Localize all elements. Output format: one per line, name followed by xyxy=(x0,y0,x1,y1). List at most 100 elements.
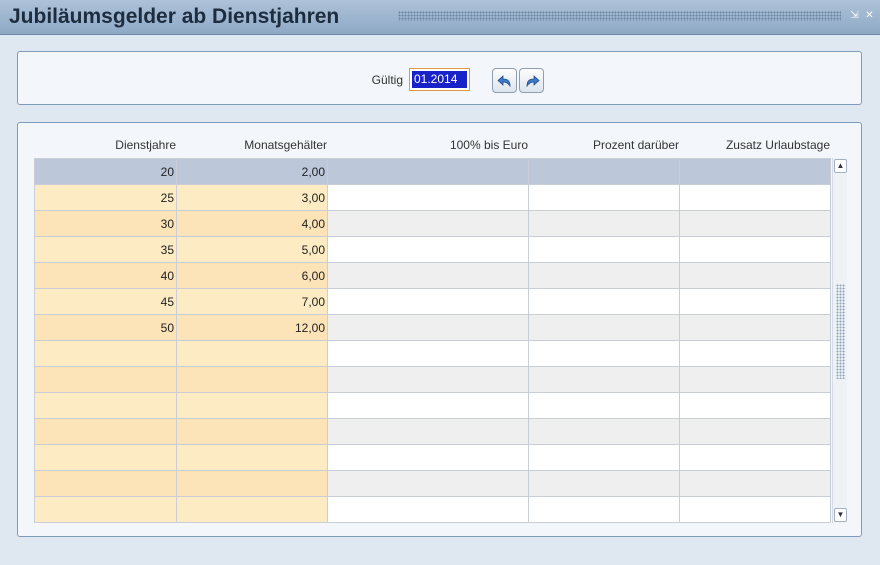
table-row[interactable]: 35 5,00 xyxy=(34,236,831,263)
column-header-monatsgehaelter[interactable]: Monatsgehälter xyxy=(244,138,327,152)
table-cell[interactable] xyxy=(528,340,680,367)
column-header-dienstjahre[interactable]: Dienstjahre xyxy=(115,138,176,152)
table-cell[interactable] xyxy=(327,470,529,497)
table-row[interactable]: 45 7,00 xyxy=(34,288,831,315)
table-row[interactable]: 20 2,00 xyxy=(34,158,831,185)
table-cell[interactable] xyxy=(176,392,328,419)
table-cell[interactable] xyxy=(34,340,177,367)
table-cell[interactable]: 2,00 xyxy=(176,158,328,185)
scroll-down-icon[interactable]: ▼ xyxy=(834,508,847,522)
column-header-100-bis-euro[interactable]: 100% bis Euro xyxy=(449,138,528,152)
table-cell[interactable] xyxy=(679,444,831,471)
table-cell[interactable] xyxy=(679,314,831,341)
table-cell[interactable] xyxy=(528,392,680,419)
table-row[interactable]: 30 4,00 xyxy=(34,210,831,237)
table-cell[interactable]: 4,00 xyxy=(176,210,328,237)
table-cell[interactable] xyxy=(327,288,529,315)
table-cell[interactable] xyxy=(679,392,831,419)
table-cell[interactable] xyxy=(327,366,529,393)
table-cell[interactable]: 50 xyxy=(34,314,177,341)
scrollbar-thumb[interactable] xyxy=(836,284,845,379)
previous-period-button[interactable] xyxy=(492,68,517,93)
table-cell[interactable] xyxy=(679,418,831,445)
close-icon[interactable]: ✕ xyxy=(865,10,874,21)
table-cell[interactable] xyxy=(34,392,177,419)
table-cell[interactable] xyxy=(176,366,328,393)
table-cell[interactable] xyxy=(327,262,529,289)
table-cell[interactable] xyxy=(327,158,529,185)
table-cell[interactable]: 40 xyxy=(34,262,177,289)
table-cell[interactable] xyxy=(528,444,680,471)
table-cell[interactable] xyxy=(327,236,529,263)
table-row[interactable] xyxy=(34,470,831,497)
next-period-button[interactable] xyxy=(519,68,544,93)
table-row[interactable]: 25 3,00 xyxy=(34,184,831,211)
table-cell[interactable]: 35 xyxy=(34,236,177,263)
table-cell[interactable]: 45 xyxy=(34,288,177,315)
table-row[interactable] xyxy=(34,496,831,523)
table-cell[interactable]: 6,00 xyxy=(176,262,328,289)
table-cell[interactable]: 7,00 xyxy=(176,288,328,315)
table-cell[interactable]: 30 xyxy=(34,210,177,237)
scroll-up-icon[interactable]: ▲ xyxy=(834,159,847,173)
table-cell[interactable] xyxy=(176,418,328,445)
table-cell[interactable] xyxy=(528,418,680,445)
table-row[interactable] xyxy=(34,340,831,367)
table-cell[interactable] xyxy=(679,236,831,263)
column-header-prozent-darueber[interactable]: Prozent darüber xyxy=(592,138,679,152)
table-cell[interactable] xyxy=(679,366,831,393)
title-bar-grip[interactable] xyxy=(398,11,841,21)
valid-from-value: 01.2014 xyxy=(412,71,467,88)
table-cell[interactable] xyxy=(679,210,831,237)
table-cell[interactable] xyxy=(528,314,680,341)
minimize-icon[interactable]: ⇲ xyxy=(850,10,859,21)
table-cell[interactable] xyxy=(528,158,680,185)
table-cell[interactable] xyxy=(327,184,529,211)
table-row[interactable] xyxy=(34,392,831,419)
table-cell[interactable]: 25 xyxy=(34,184,177,211)
table-cell[interactable]: 5,00 xyxy=(176,236,328,263)
table-cell[interactable] xyxy=(327,496,529,523)
table-cell[interactable] xyxy=(528,288,680,315)
table-cell[interactable] xyxy=(528,366,680,393)
table-cell[interactable] xyxy=(34,418,177,445)
table-cell[interactable] xyxy=(327,340,529,367)
table-cell[interactable] xyxy=(528,184,680,211)
table-cell[interactable] xyxy=(327,392,529,419)
table-cell[interactable] xyxy=(528,470,680,497)
table-cell[interactable] xyxy=(679,158,831,185)
table-row[interactable]: 40 6,00 xyxy=(34,262,831,289)
table-row[interactable] xyxy=(34,418,831,445)
table-cell[interactable] xyxy=(528,262,680,289)
table-cell[interactable] xyxy=(327,444,529,471)
table-cell[interactable] xyxy=(679,184,831,211)
vertical-scrollbar[interactable]: ▲ ▼ xyxy=(832,158,847,523)
table-cell[interactable] xyxy=(34,496,177,523)
table-cell[interactable] xyxy=(176,340,328,367)
table-row[interactable] xyxy=(34,444,831,471)
table-cell[interactable] xyxy=(528,210,680,237)
table-cell[interactable] xyxy=(34,470,177,497)
table-cell[interactable] xyxy=(679,288,831,315)
table-cell[interactable] xyxy=(176,496,328,523)
table-cell[interactable] xyxy=(327,314,529,341)
table-cell[interactable] xyxy=(679,470,831,497)
table-cell[interactable] xyxy=(528,236,680,263)
table-row[interactable]: 50 12,00 xyxy=(34,314,831,341)
table-cell[interactable] xyxy=(176,470,328,497)
table-cell[interactable] xyxy=(327,210,529,237)
table-cell[interactable] xyxy=(679,496,831,523)
table-cell[interactable] xyxy=(34,444,177,471)
table-row[interactable] xyxy=(34,366,831,393)
table-cell[interactable]: 3,00 xyxy=(176,184,328,211)
table-cell[interactable] xyxy=(34,366,177,393)
table-cell[interactable] xyxy=(528,496,680,523)
table-cell[interactable] xyxy=(679,262,831,289)
table-cell[interactable] xyxy=(679,340,831,367)
valid-from-input[interactable]: 01.2014 xyxy=(409,68,470,91)
table-cell[interactable]: 12,00 xyxy=(176,314,328,341)
table-cell[interactable]: 20 xyxy=(34,158,177,185)
table-cell[interactable] xyxy=(176,444,328,471)
column-header-zusatz-urlaubstage[interactable]: Zusatz Urlaubstage xyxy=(725,138,830,152)
table-cell[interactable] xyxy=(327,418,529,445)
